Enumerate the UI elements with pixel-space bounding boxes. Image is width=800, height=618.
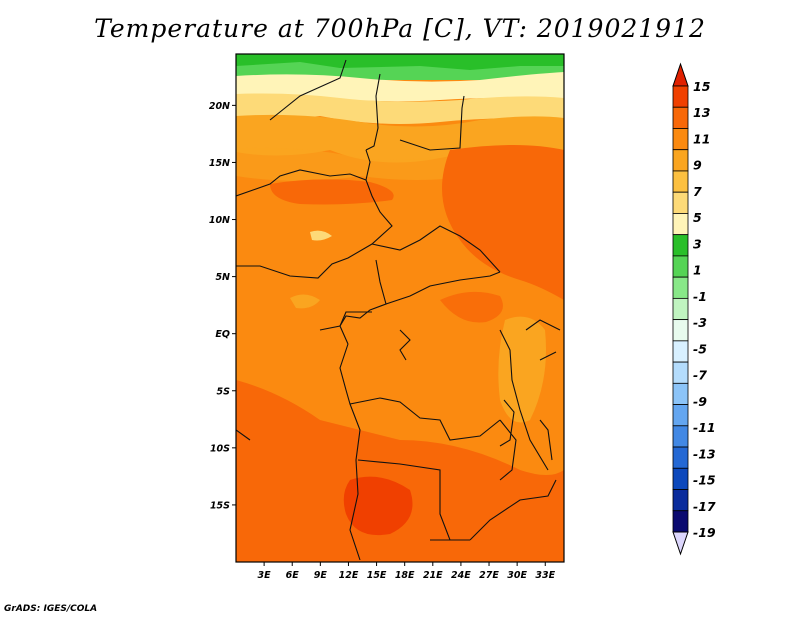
colorbar-swatch: [672, 85, 689, 108]
warm-west: [270, 179, 394, 205]
colorbar-swatch: [672, 276, 689, 299]
lon-tick-label: 6E: [286, 570, 300, 581]
lat-tick-label: 15S: [210, 500, 230, 511]
colorbar-max-arrow: [672, 62, 689, 87]
east-rift-cooler: [498, 316, 546, 423]
lat-tick-label: 5S: [217, 386, 231, 397]
colorbar-label: -5: [693, 341, 707, 356]
colorbar-swatch: [672, 361, 689, 384]
cool-spot-1: [290, 294, 320, 309]
colorbar-min-arrow: [672, 531, 689, 556]
colorbar-label: -19: [693, 525, 716, 540]
colorbar-swatch: [672, 149, 689, 172]
lon-tick-label: 9E: [314, 570, 328, 581]
colorbar-swatch: [672, 191, 689, 214]
colorbar-swatch: [672, 510, 689, 533]
colorbar-swatch: [672, 319, 689, 342]
lon-tick-label: 18E: [395, 570, 415, 581]
colorbar-label: 1: [693, 263, 702, 278]
colorbar-label: 13: [693, 105, 710, 120]
lon-tick-label: 30E: [507, 570, 527, 581]
colorbar-label: -17: [693, 499, 716, 514]
lon-tick-label: 21E: [423, 570, 443, 581]
colorbar-swatch: [672, 213, 689, 236]
cool-spot-2: [310, 230, 332, 241]
colorbar-label: -3: [693, 315, 707, 330]
colorbar-label: -9: [693, 394, 707, 409]
longitude-axis: 3E 6E 9E 12E 15E 18E 21E 24E 27E 30E 33E: [258, 562, 556, 581]
lon-tick-label: 33E: [535, 570, 555, 581]
colorbar-swatch: [672, 382, 689, 405]
lat-tick-label: 10S: [210, 443, 230, 454]
colorbar-swatch: [672, 340, 689, 363]
colorbar-label: -7: [693, 368, 707, 383]
colorbar-swatch: [672, 255, 689, 278]
lon-tick-label: 24E: [451, 570, 471, 581]
lon-tick-label: 12E: [339, 570, 359, 581]
temperature-field: [236, 54, 564, 562]
colorbar-swatch: [672, 128, 689, 151]
lat-tick-label: 15N: [209, 158, 230, 169]
colorbar-swatch: [672, 489, 689, 512]
colorbar-swatch: [672, 446, 689, 469]
lon-tick-label: 3E: [258, 570, 272, 581]
lat-tick-label: 20N: [209, 101, 230, 112]
colorbar-swatch: [672, 404, 689, 427]
colorbar-label: -1: [693, 289, 707, 304]
country-borders: [236, 59, 561, 561]
colorbar-swatch: [672, 297, 689, 321]
lat-tick-label: 5N: [215, 272, 230, 283]
colorbar-label: 7: [693, 184, 702, 199]
colorbar-label: -11: [693, 420, 716, 435]
lat-tick-label: 10N: [209, 215, 230, 226]
band-yellow: [236, 93, 564, 124]
colorbar-label: 5: [693, 210, 702, 225]
colorbar-swatch: [672, 467, 689, 490]
grads-credit: GrADS: IGES/COLA: [4, 604, 98, 614]
map-title: Temperature at 700hPa [C], VT: 201902191…: [94, 14, 706, 43]
band-yellow-light: [236, 72, 564, 102]
colorbar-swatch: [672, 106, 689, 129]
lon-tick-label: 27E: [479, 570, 499, 581]
colorbar-label: -15: [693, 473, 716, 488]
colorbar-swatch: [672, 234, 689, 257]
colorbar-swatch: [672, 170, 689, 193]
lat-tick-label: EQ: [215, 329, 230, 340]
colorbar-swatch: [672, 425, 689, 448]
colorbar-label: 3: [693, 236, 702, 251]
map-frame: [235, 53, 565, 563]
south-warm: [236, 380, 564, 562]
colorbar-label: 15: [693, 79, 711, 94]
colorbar: 15 13 11 9 7 5 3 1 -1 -3 -5 -7 -9 -11 -13 -15 -17 -19: [672, 62, 716, 556]
colorbar-label: 9: [693, 158, 702, 173]
lon-tick-label: 15E: [367, 570, 387, 581]
colorbar-label: 11: [693, 131, 710, 146]
colorbar-label: -13: [693, 446, 716, 461]
warm-central: [440, 291, 503, 323]
latitude-axis: 20N 15N 10N 5N EQ 5S 10S 15S: [209, 101, 236, 511]
south-hot: [343, 476, 413, 536]
warm-east: [442, 145, 564, 300]
